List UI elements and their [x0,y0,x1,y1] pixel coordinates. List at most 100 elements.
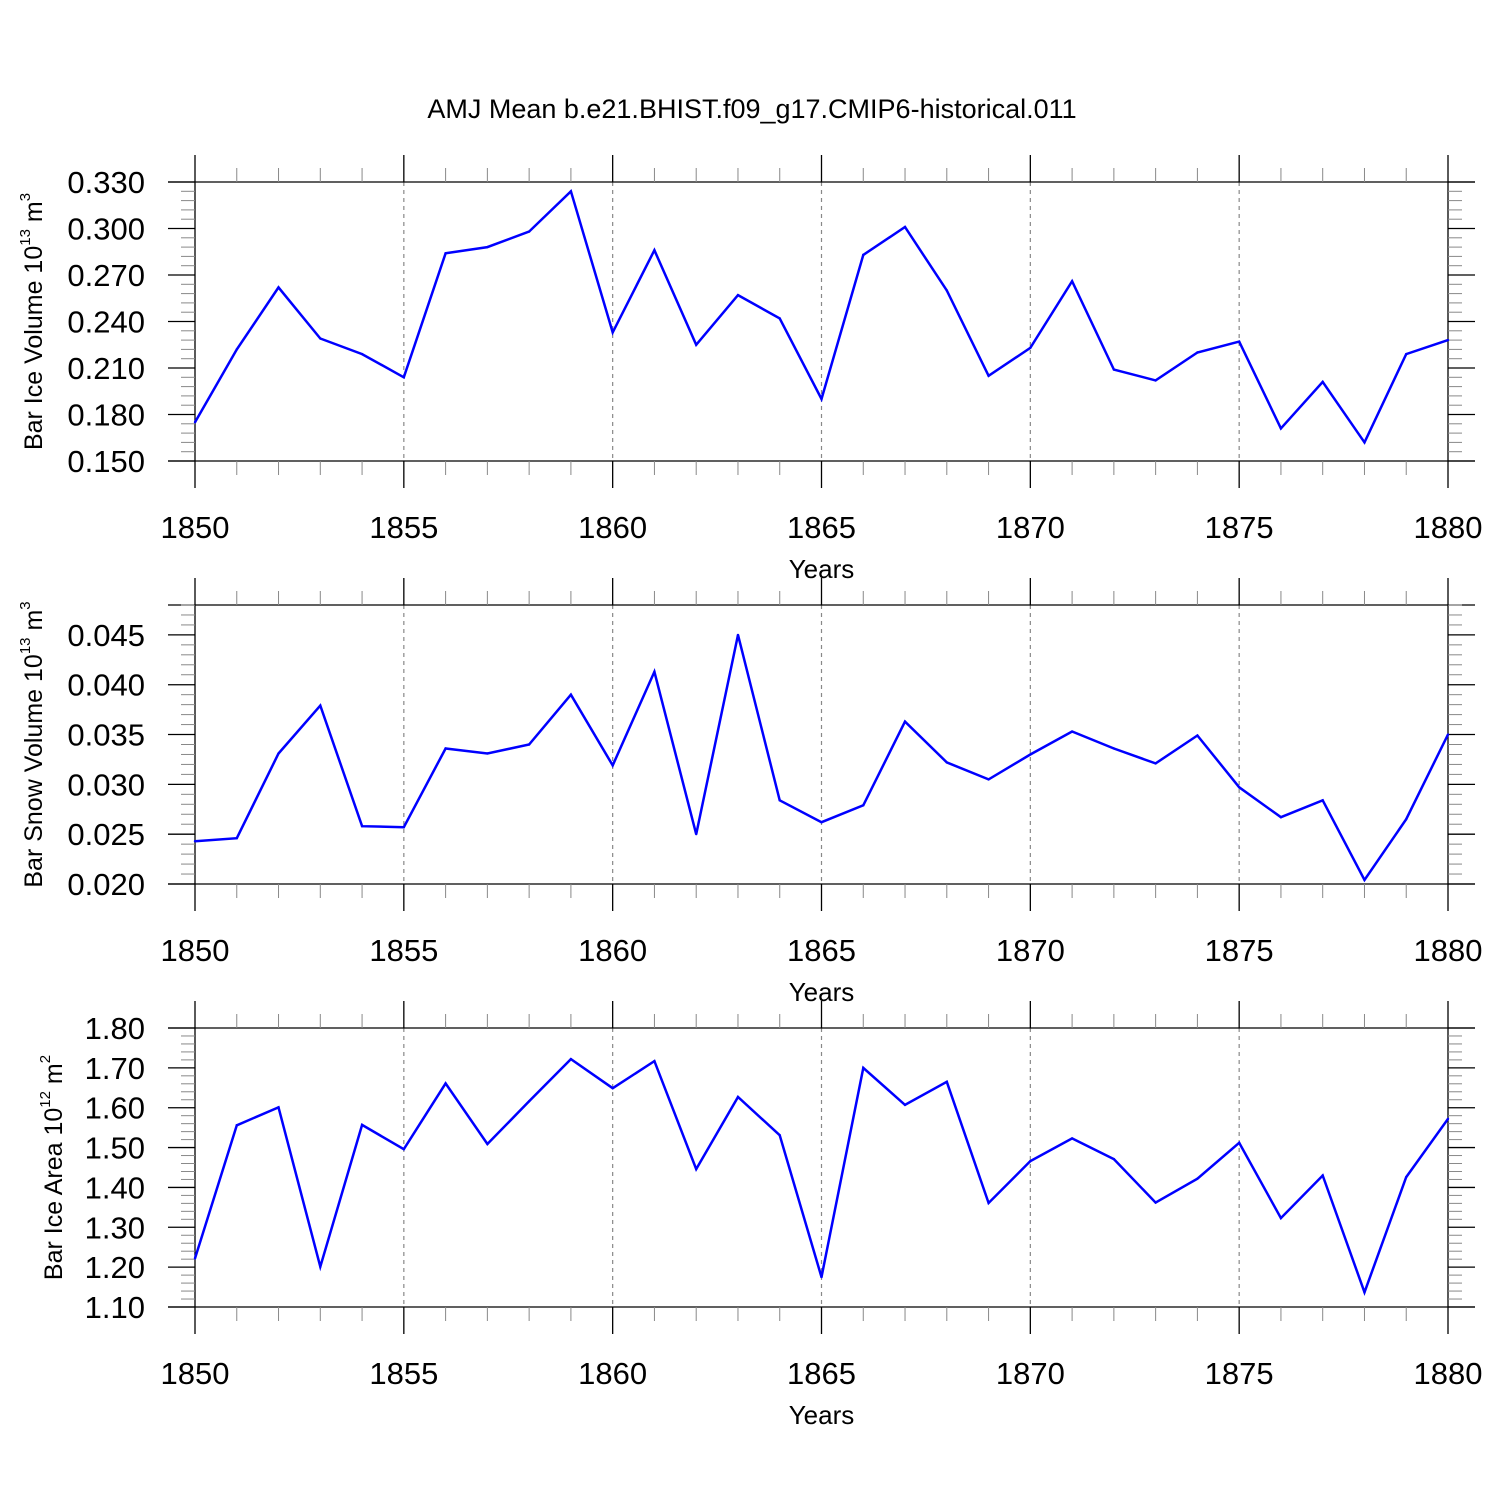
data-point [1070,280,1074,283]
y-tick-label: 1.60 [85,1091,145,1126]
data-point [235,836,238,840]
x-tick-label: 1880 [1414,933,1483,968]
chart-title: AMJ Mean b.e21.BHIST.f09_g17.CMIP6-histo… [427,94,1076,124]
data-point [736,293,740,297]
y-tick-label: 0.020 [67,867,145,902]
x-tick-label: 1880 [1414,510,1483,545]
data-point [1321,1174,1324,1177]
data-point [1363,1291,1366,1294]
data-point [778,1134,781,1137]
data-point [444,252,447,255]
data-point [277,286,280,289]
y-tick-label: 1.40 [85,1170,145,1205]
data-point [1446,338,1450,342]
data-point [277,752,280,755]
x-tick-label: 1875 [1205,510,1274,545]
y-tick-label: 0.270 [67,258,145,293]
data-point [653,1059,656,1063]
x-tick-label: 1850 [161,1356,230,1391]
x-axis-label: Years [789,1400,855,1430]
data-point [1029,1159,1032,1163]
data-point [319,1265,322,1268]
data-point [1237,1141,1241,1144]
data-point [193,421,197,424]
y-tick-label: 0.150 [67,444,145,479]
data-point [653,670,656,673]
x-tick-label: 1855 [369,510,438,545]
x-tick-label: 1860 [578,1356,647,1391]
data-point [903,720,907,723]
data-point [695,832,698,836]
data-point [1029,346,1032,350]
y-tick-label: 0.330 [67,165,145,200]
data-point [402,826,406,829]
data-point [987,778,990,781]
x-tick-label: 1870 [996,933,1065,968]
data-point [360,1123,364,1127]
data-point [695,343,698,346]
data-point [736,633,740,637]
data-point [820,397,823,401]
y-tick-label: 1.80 [85,1011,145,1046]
y-tick-label: 0.210 [67,351,145,386]
data-point [1279,427,1283,430]
data-point [1112,368,1116,371]
data-point [862,253,865,257]
x-tick-label: 1875 [1205,933,1274,968]
panel-ice-area: 1.10 1.20 1.30 1.40 1.50 1.60 1.70 1.80 1850 1855… [37,1001,1482,1430]
data-point [695,1167,698,1171]
data-point [903,225,907,229]
y-label-main: Bar Snow Volume 10 [20,654,48,887]
data-point [653,249,656,252]
data-point [1070,730,1074,733]
data-point [235,1124,238,1127]
panel-snow-volume: 0.020 0.025 0.030 0.035 0.040 0.045 1850 1855 18… [17,578,1482,1007]
y-label-unit: m [40,1063,68,1091]
data-point [736,1095,740,1099]
data-point [611,764,614,767]
y-label-exponent: 13 [17,637,34,654]
data-point [486,752,489,755]
data-point [1237,786,1241,789]
data-point [319,704,322,707]
data-point [1446,733,1450,736]
data-point [360,825,364,828]
data-point [1196,1177,1199,1180]
y-tick-label: 1.50 [85,1131,145,1166]
data-point [820,1275,823,1279]
x-tick-label: 1855 [369,933,438,968]
data-point [1279,816,1283,819]
data-point [945,289,948,292]
data-point [193,1257,197,1260]
x-tick-label: 1860 [578,933,647,968]
y-tick-label: 1.30 [85,1210,145,1245]
y-label-unit-exponent: 2 [37,1055,54,1063]
y-label-unit-exponent: 3 [17,193,34,201]
data-point [778,317,781,320]
y-label-main: Bar Ice Volume 10 [20,246,48,450]
data-point [569,1057,573,1061]
data-point [903,1103,907,1107]
y-tick-label: 0.045 [67,618,145,653]
y-axis-label: Bar Ice Volume 1013 m3 [17,193,48,450]
y-label-unit: m [20,610,48,638]
data-point [402,376,406,379]
data-point [1070,1137,1074,1140]
series-line [193,188,1449,445]
y-label-exponent: 12 [37,1091,54,1108]
data-point [486,1142,489,1146]
data-point [1405,1175,1408,1179]
data-point [193,839,197,843]
data-point [527,1100,531,1103]
x-tick-label: 1860 [578,510,647,545]
data-point [277,1106,280,1109]
y-tick-label: 1.10 [85,1290,145,1325]
y-tick-label: 0.030 [67,767,145,802]
data-point [945,761,948,764]
data-point [1196,351,1199,354]
y-label-exponent: 13 [17,229,34,246]
data-point [1196,734,1199,737]
x-tick-label: 1850 [161,510,230,545]
data-point [1363,441,1366,444]
